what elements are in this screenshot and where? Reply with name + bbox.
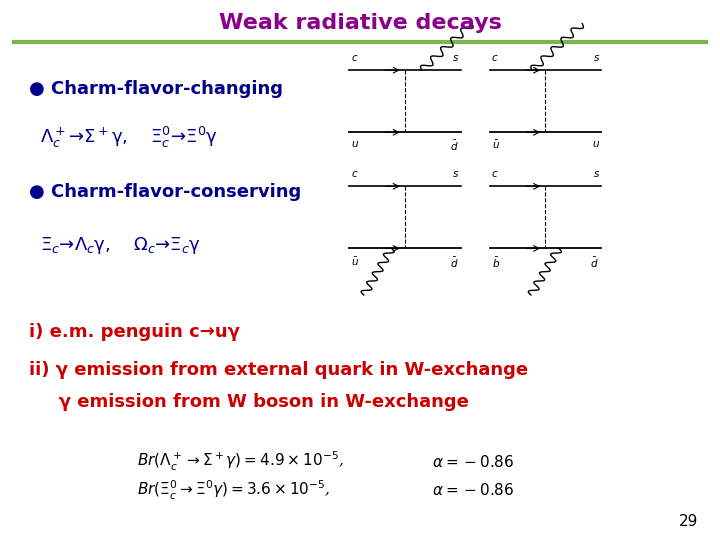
Text: c: c	[492, 53, 498, 63]
Text: Ξ$_c$→Λ$_c$γ,    Ω$_c$→Ξ$_c$γ: Ξ$_c$→Λ$_c$γ, Ω$_c$→Ξ$_c$γ	[40, 235, 200, 256]
Text: u: u	[593, 139, 599, 150]
Text: u: u	[351, 139, 358, 150]
Text: s: s	[594, 169, 599, 179]
Text: s: s	[454, 169, 459, 179]
Text: $\bar{d}$: $\bar{d}$	[450, 139, 459, 153]
Text: c: c	[351, 53, 357, 63]
Text: $\bar{u}$: $\bar{u}$	[351, 255, 359, 267]
Text: $\bar{u}$: $\bar{u}$	[492, 139, 500, 151]
Text: Λ$_c^+$→Σ$^+$γ,    Ξ$_c^0$→Ξ$^0$γ: Λ$_c^+$→Σ$^+$γ, Ξ$_c^0$→Ξ$^0$γ	[40, 125, 217, 150]
Text: $\alpha = -0.86$: $\alpha = -0.86$	[432, 454, 514, 470]
Text: $\alpha = -0.86$: $\alpha = -0.86$	[432, 482, 514, 498]
Text: i) e.m. penguin c→uγ: i) e.m. penguin c→uγ	[29, 323, 240, 341]
Text: c: c	[351, 169, 357, 179]
Text: ii) γ emission from external quark in W-exchange: ii) γ emission from external quark in W-…	[29, 361, 528, 379]
Text: s: s	[594, 53, 599, 63]
Text: c: c	[492, 169, 498, 179]
Text: $Br(\Xi_c^0 \rightarrow \Xi^0\gamma) = 3.6\times10^{-5}$,: $Br(\Xi_c^0 \rightarrow \Xi^0\gamma) = 3…	[137, 479, 330, 502]
Text: ● Charm-flavor-conserving: ● Charm-flavor-conserving	[29, 183, 301, 201]
Text: Weak radiative decays: Weak radiative decays	[219, 12, 501, 33]
Text: $\bar{b}$: $\bar{b}$	[492, 255, 500, 269]
Text: $\bar{d}$: $\bar{d}$	[590, 255, 599, 269]
Text: γ emission from W boson in W-exchange: γ emission from W boson in W-exchange	[40, 393, 469, 411]
Text: $Br(\Lambda_c^+ \rightarrow \Sigma^+\gamma) = 4.9\times10^{-5}$,: $Br(\Lambda_c^+ \rightarrow \Sigma^+\gam…	[137, 450, 344, 473]
Text: ● Charm-flavor-changing: ● Charm-flavor-changing	[29, 80, 283, 98]
Text: s: s	[454, 53, 459, 63]
Text: 29: 29	[679, 514, 698, 529]
Text: $\bar{d}$: $\bar{d}$	[450, 255, 459, 269]
